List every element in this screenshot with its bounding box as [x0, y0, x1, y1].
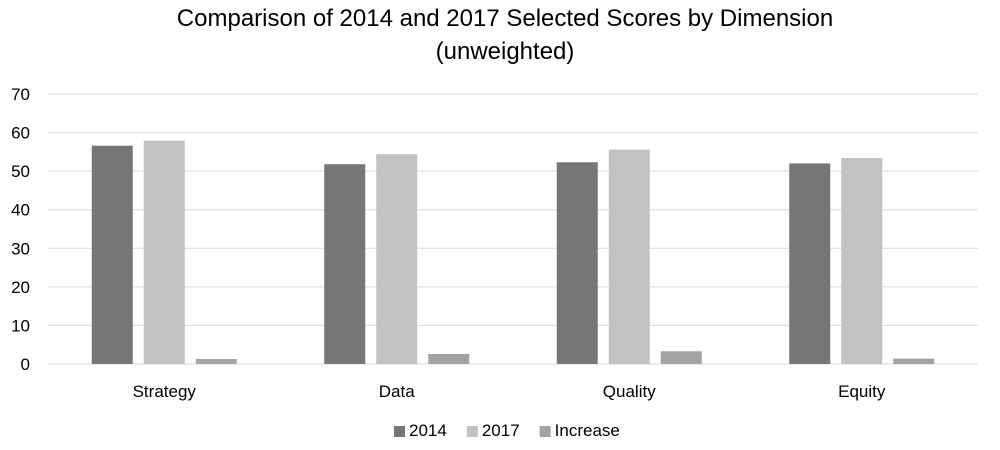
bar-2017-data — [376, 154, 418, 364]
bar-2014-quality — [556, 162, 598, 364]
legend-swatch — [539, 426, 551, 437]
legend-item-increase: Increase — [539, 421, 620, 440]
y-tick-label: 40 — [11, 201, 30, 220]
bar-increase-data — [428, 353, 470, 364]
y-tick-label: 50 — [11, 162, 30, 181]
bar-2017-strategy — [143, 140, 185, 364]
bar-2017-equity — [841, 158, 883, 364]
x-tick-label: Equity — [838, 382, 886, 401]
bar-increase-strategy — [195, 358, 237, 364]
x-tick-label: Data — [379, 382, 415, 401]
y-tick-label: 20 — [11, 278, 30, 297]
gridlines — [48, 93, 978, 365]
bar-increase-equity — [893, 358, 935, 364]
y-tick-label: 10 — [11, 316, 30, 335]
bar-2014-data — [324, 164, 366, 364]
x-axis-ticks: Strategy Data Quality Equity — [133, 382, 886, 401]
legend-swatch — [466, 426, 478, 437]
chart-title-line-1: Comparison of 2014 and 2017 Selected Sco… — [177, 5, 833, 32]
x-tick-label: Strategy — [133, 382, 197, 401]
y-tick-label: 70 — [11, 85, 30, 104]
bar-2014-equity — [789, 163, 831, 364]
y-tick-label: 30 — [11, 239, 30, 258]
legend-label: 2017 — [482, 421, 520, 440]
y-tick-label: 60 — [11, 124, 30, 143]
y-axis-ticks: 0 10 20 30 40 50 60 70 — [11, 85, 30, 374]
y-tick-label: 0 — [21, 355, 30, 374]
legend-item-2017: 2017 — [466, 421, 520, 440]
bar-2014-strategy — [91, 145, 133, 364]
bar-increase-quality — [660, 351, 702, 364]
legend-label: 2014 — [409, 421, 447, 440]
legend-swatch — [394, 426, 405, 437]
x-tick-label: Quality — [603, 382, 656, 401]
legend-item-2014: 2014 — [394, 421, 447, 440]
bar-2017-quality — [608, 149, 650, 364]
chart-title-line-2: (unweighted) — [436, 38, 575, 65]
legend: 2014 2017 Increase — [394, 421, 620, 440]
bars — [91, 140, 935, 364]
legend-label: Increase — [555, 421, 620, 440]
